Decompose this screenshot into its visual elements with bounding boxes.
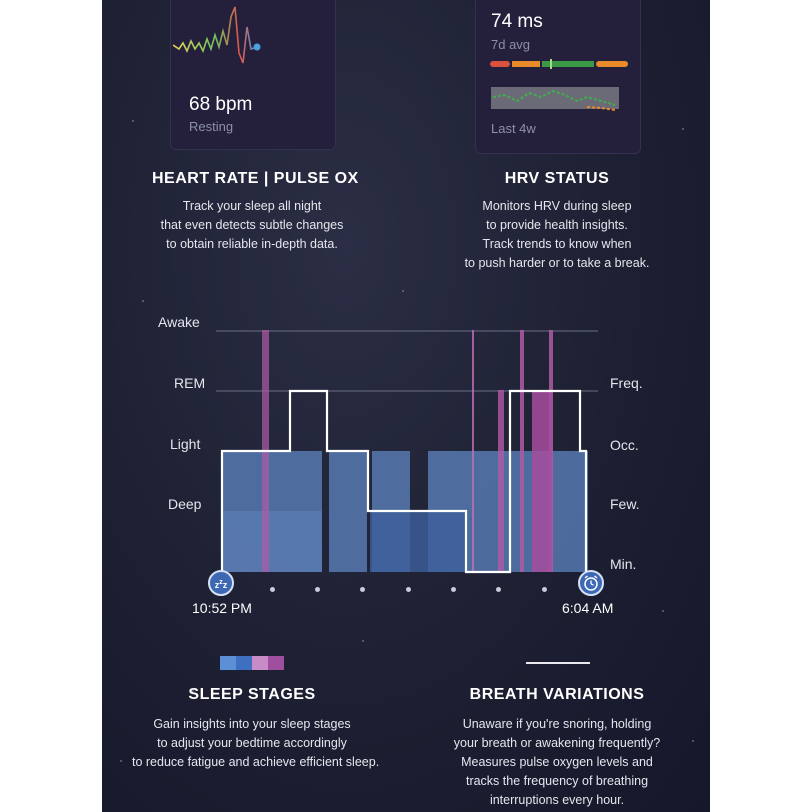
- desc-line: to push harder or to take a break.: [464, 256, 650, 270]
- stage-label-deep: Deep: [168, 496, 202, 512]
- hrv-trend-graph: [491, 87, 619, 111]
- light-stage-block: [222, 451, 322, 572]
- legend-swatch-light: [220, 656, 236, 670]
- hrv-description: Monitors HRV during sleep to provide hea…: [447, 197, 667, 273]
- desc-line: Gain insights into your sleep stages: [153, 717, 351, 731]
- timeline-dot: [315, 587, 320, 592]
- breath-divider: [526, 662, 590, 664]
- heart-rate-value: 68 bpm: [189, 94, 253, 115]
- heart-rate-title: HEART RATE | PULSE OX: [152, 170, 359, 187]
- star: [692, 740, 694, 742]
- hrv-value: 74 ms: [491, 11, 543, 32]
- hrv-subtitle: 7d avg: [491, 37, 531, 52]
- sleep-hypnogram-line: [220, 389, 588, 574]
- hrv-title: HRV STATUS: [504, 170, 610, 187]
- star: [682, 128, 684, 130]
- desc-line: Monitors HRV during sleep: [482, 199, 632, 213]
- star: [142, 300, 144, 302]
- desc-line: Track trends to know when: [482, 237, 632, 251]
- heart-rate-wave-icon: [173, 6, 261, 64]
- star: [132, 120, 134, 122]
- stage-label-awake: Awake: [158, 314, 200, 330]
- breath-title: BREATH VARIATIONS: [469, 686, 645, 703]
- freq-label-few: Few.: [610, 496, 640, 512]
- star: [192, 690, 194, 692]
- light-stage-block: [329, 451, 367, 572]
- legend-swatch-rem: [252, 656, 268, 670]
- desc-line: your breath or awakening frequently?: [453, 736, 661, 750]
- timeline-dot: [496, 587, 501, 592]
- timeline-dot: [360, 587, 365, 592]
- stage-label-light: Light: [170, 436, 201, 452]
- breath-description: Unaware if you're snoring, holding your …: [447, 715, 667, 810]
- desc-line: Track your sleep all night: [182, 199, 322, 213]
- heart-rate-description: Track your sleep all night that even det…: [142, 197, 362, 254]
- star: [362, 640, 364, 642]
- sleep-stages-title: SLEEP STAGES: [188, 686, 316, 703]
- legend-swatch-deep: [236, 656, 252, 670]
- sleep-end-time: 6:04 AM: [562, 600, 614, 616]
- freq-label-freq: Freq.: [610, 375, 643, 391]
- rem-bar: [498, 390, 504, 572]
- freq-label-min: Min.: [610, 556, 637, 572]
- hrv-footer: Last 4w: [491, 121, 536, 136]
- timeline-dot: [542, 587, 547, 592]
- hrv-status-bar: [490, 59, 628, 69]
- hrv-card: 74 ms 7d avg Last 4w: [475, 0, 641, 154]
- star: [402, 290, 404, 292]
- sleep-stage-chart: [216, 330, 598, 574]
- desc-line: that even detects subtle changes: [160, 218, 344, 232]
- deep-stage-block: [370, 511, 466, 572]
- deep-stage-shade: [222, 511, 322, 572]
- alarm-clock-icon: [578, 570, 604, 596]
- desc-line: to obtain reliable in-depth data.: [166, 237, 338, 251]
- sleep-stages-description: Gain insights into your sleep stages to …: [132, 715, 380, 772]
- sleep-start-time: 10:52 PM: [192, 600, 252, 616]
- freq-label-occ: Occ.: [610, 437, 639, 453]
- heart-rate-caption: Resting: [189, 119, 234, 134]
- timeline-dot: [270, 587, 275, 592]
- timeline-dot: [451, 587, 456, 592]
- feature-panel: 68 bpm Resting 74 ms 7d avg Last 4w HEAR…: [102, 0, 710, 812]
- star: [120, 760, 122, 762]
- desc-line: interruptions every hour.: [489, 793, 625, 807]
- rem-bar: [532, 391, 552, 572]
- sleep-zzz-icon: zzz: [208, 570, 234, 596]
- stage-label-rem: REM: [174, 375, 206, 391]
- awake-bar: [520, 330, 524, 572]
- desc-line: to provide health insights.: [486, 218, 628, 232]
- desc-line: Unaware if you're snoring, holding: [462, 717, 652, 731]
- awake-bar: [472, 330, 474, 572]
- desc-line: Measures pulse oxygen levels and: [461, 755, 653, 769]
- heart-rate-card: 68 bpm Resting: [170, 0, 336, 150]
- desc-line: tracks the frequency of breathing: [465, 774, 649, 788]
- desc-line: to adjust your bedtime accordingly: [157, 736, 347, 750]
- legend-swatch-awake: [268, 656, 284, 670]
- timeline-dot: [406, 587, 411, 592]
- desc-line: to reduce fatigue and achieve efficient …: [132, 755, 380, 769]
- sleep-stage-legend: [220, 656, 284, 670]
- star: [662, 610, 664, 612]
